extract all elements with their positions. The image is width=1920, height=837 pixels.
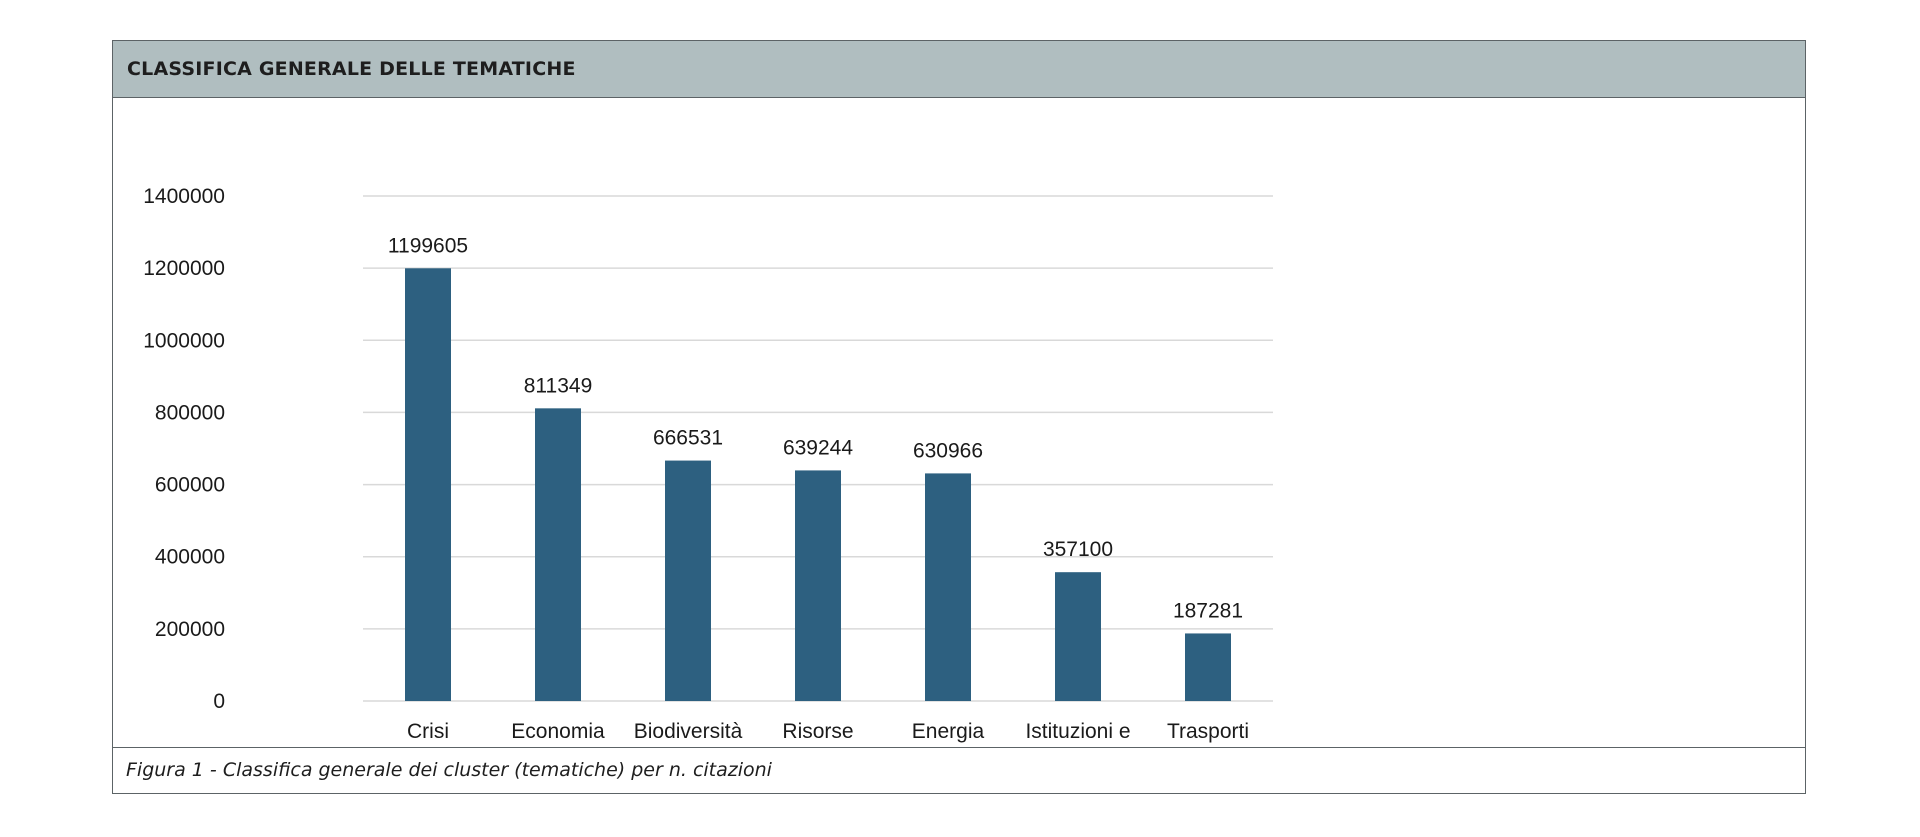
y-tick-label: 1400000 (143, 185, 225, 208)
figure-frame: CLASSIFICA GENERALE DELLE TEMATICHE 0 200… (112, 40, 1806, 794)
figure-title: CLASSIFICA GENERALE DELLE TEMATICHE (127, 58, 576, 80)
bar (1185, 633, 1231, 701)
x-tick-label: Energia (912, 720, 985, 743)
data-label: 811349 (524, 374, 593, 397)
y-axis-ticks: 0 200000 400000 600000 800000 1000000 1200000 1… (143, 185, 225, 713)
bar (665, 460, 711, 701)
y-tick-label: 600000 (155, 474, 225, 497)
data-label: 666531 (653, 427, 723, 450)
y-tick-label: 0 (213, 690, 225, 713)
bar (925, 473, 971, 701)
x-tick-label: Istituzioni esocietà (1025, 720, 1130, 749)
data-label: 630966 (913, 439, 983, 462)
bars (405, 268, 1231, 701)
figure-caption: Figura 1 - Classifica generale dei clust… (126, 759, 772, 781)
x-tick-label: Risorse (782, 720, 853, 743)
y-tick-label: 400000 (155, 546, 225, 569)
bar-chart: 0 200000 400000 600000 800000 1000000 1200000 1… (143, 185, 1273, 770)
data-labels: 1199605 811349 666531 639244 630966 357100 187… (388, 234, 1243, 622)
bar (795, 470, 841, 701)
data-label: 187281 (1173, 599, 1243, 622)
x-axis-ticks: Crisi Economia Biodiversità Risorse Energia I… (407, 720, 1249, 770)
y-tick-label: 200000 (155, 618, 225, 641)
y-tick-label: 1200000 (143, 257, 225, 280)
bar (405, 268, 451, 701)
bar (1055, 572, 1101, 701)
x-tick-label: Crisi (407, 720, 449, 743)
chart-area: 0 200000 400000 600000 800000 1000000 1200000 1… (113, 98, 1805, 770)
x-tick-label: Economia (511, 720, 605, 743)
bar (535, 408, 581, 701)
data-label: 357100 (1043, 538, 1113, 561)
y-tick-label: 800000 (155, 401, 225, 424)
x-tick-label: Biodiversità (634, 720, 743, 743)
x-tick-label: Trasporti (1167, 720, 1249, 743)
data-label: 639244 (783, 436, 853, 459)
y-tick-label: 1000000 (143, 329, 225, 352)
caption-bar: Figura 1 - Classifica generale dei clust… (113, 747, 1805, 793)
data-label: 1199605 (388, 234, 468, 257)
figure-header: CLASSIFICA GENERALE DELLE TEMATICHE (113, 41, 1805, 98)
